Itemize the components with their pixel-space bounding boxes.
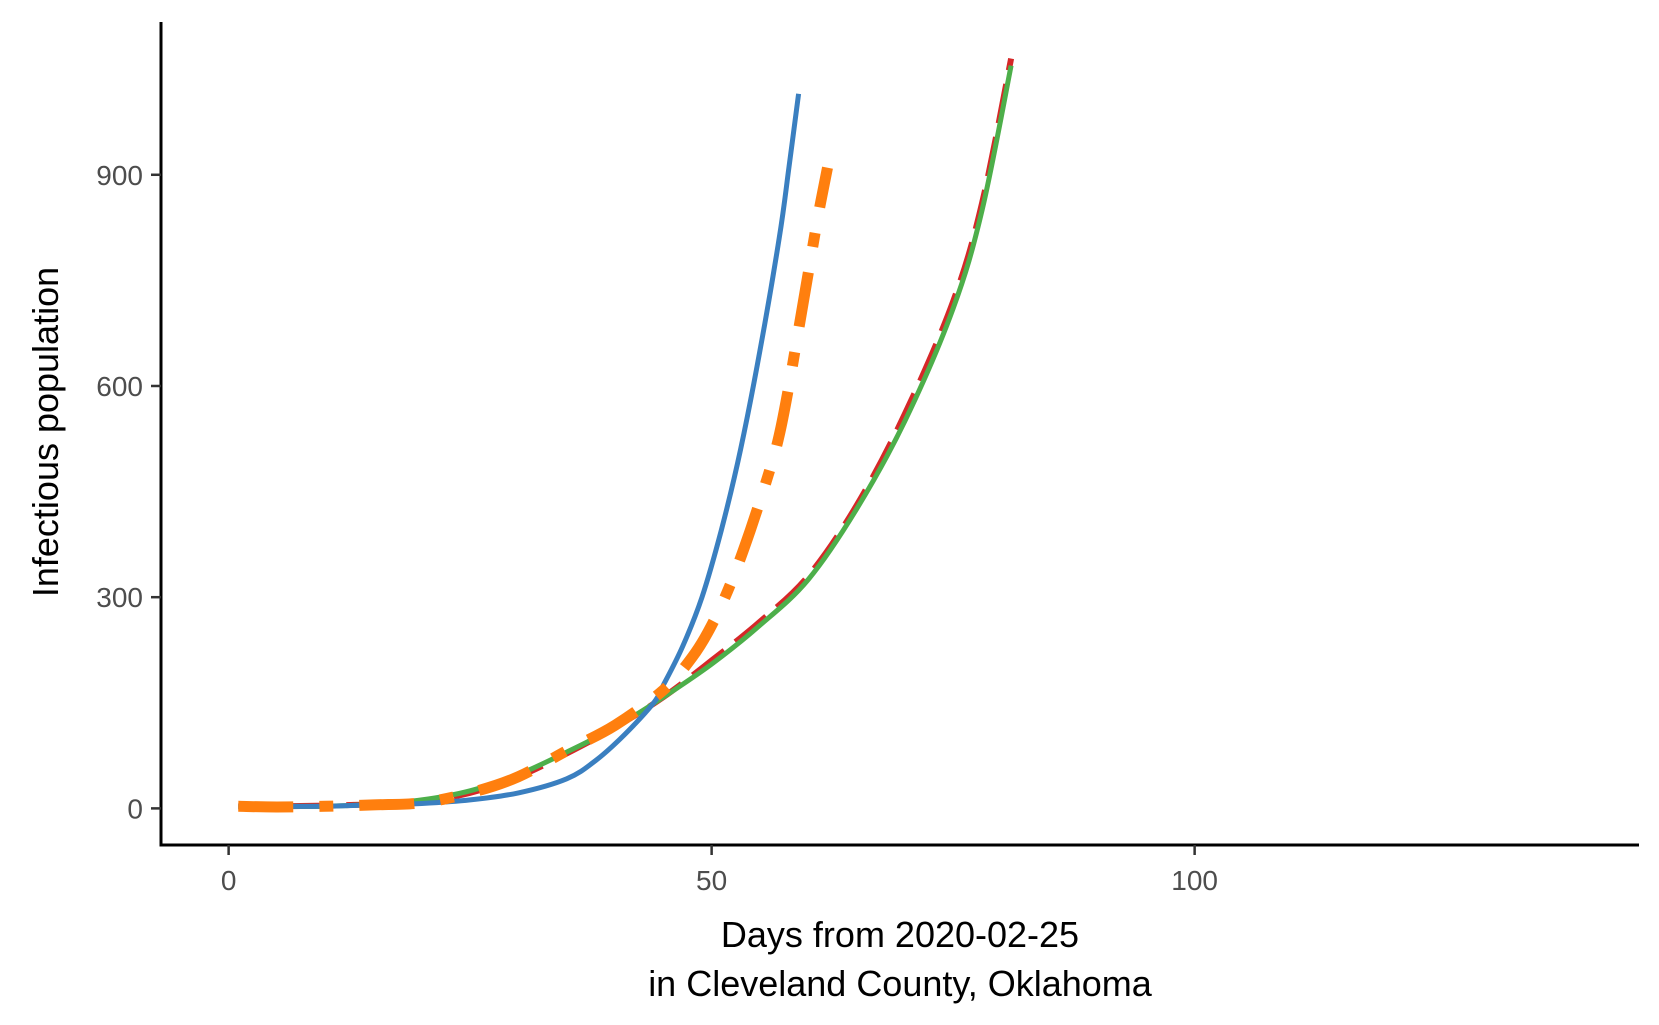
series-layer [238, 58, 1015, 813]
y-tick-label: 300 [96, 582, 143, 613]
x-axis-title-line-2: in Cleveland County, Oklahoma [648, 963, 1153, 1004]
y-tick-label: 900 [96, 160, 143, 191]
y-tick-label: 600 [96, 371, 143, 402]
series-line-2 [238, 166, 833, 813]
x-axis-ticks: 0 50 100 [221, 845, 1218, 896]
x-axis-title-line-1: Days from 2020-02-25 [721, 914, 1079, 955]
x-tick-label: 100 [1171, 865, 1218, 896]
y-tick-label: 0 [127, 793, 143, 824]
y-axis-title: Infectious population [25, 267, 66, 597]
x-tick-label: 0 [221, 865, 237, 896]
x-tick-label: 50 [696, 865, 727, 896]
y-axis-ticks: 0 300 600 900 [96, 160, 161, 824]
